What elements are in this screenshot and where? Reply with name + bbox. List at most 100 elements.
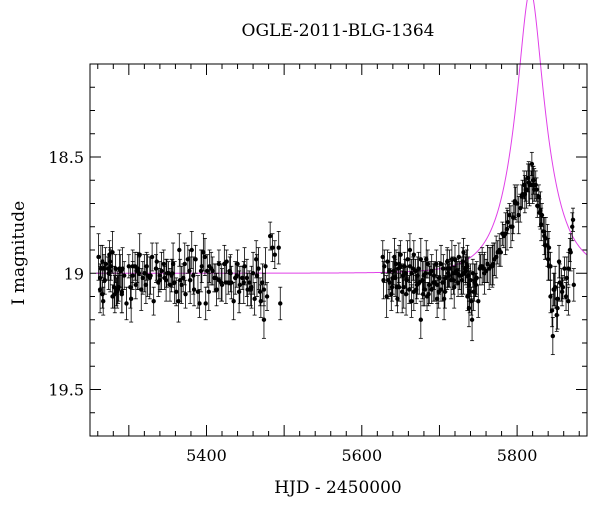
y-tick-label: 19.5 — [48, 381, 84, 400]
point-marker — [424, 257, 429, 262]
data-point — [534, 177, 539, 202]
point-marker — [445, 259, 450, 264]
point-marker — [420, 291, 426, 297]
point-marker — [396, 285, 402, 290]
data-point — [177, 233, 182, 267]
y-tick-label: 18.5 — [48, 148, 84, 167]
point-marker — [469, 317, 475, 322]
point-marker — [167, 282, 173, 288]
point-marker — [124, 301, 129, 306]
point-marker — [389, 285, 395, 290]
point-marker — [434, 261, 439, 267]
point-marker — [504, 226, 510, 232]
data-point — [493, 235, 499, 279]
data-point — [404, 265, 410, 295]
data-point — [149, 242, 155, 272]
data-point — [166, 261, 171, 286]
point-marker — [380, 254, 385, 260]
point-marker — [260, 280, 265, 285]
data-point — [197, 289, 202, 318]
point-marker — [452, 285, 457, 290]
data-point — [191, 272, 197, 307]
data-point — [424, 240, 429, 279]
point-marker — [465, 264, 470, 269]
plot-frame — [89, 63, 588, 437]
data-point — [263, 247, 268, 286]
point-marker — [157, 273, 163, 278]
data-point — [384, 275, 389, 318]
data-point — [548, 279, 553, 314]
point-marker — [503, 231, 508, 236]
point-marker — [130, 273, 135, 278]
point-marker — [466, 305, 472, 311]
data-point — [101, 286, 106, 316]
point-marker — [252, 296, 257, 302]
point-marker — [216, 261, 222, 267]
point-marker — [121, 273, 127, 278]
point-marker — [166, 271, 171, 276]
point-marker — [140, 275, 146, 281]
data-point — [119, 275, 125, 314]
point-marker — [563, 294, 569, 299]
point-marker — [483, 268, 489, 274]
point-marker — [242, 264, 247, 269]
point-marker — [191, 287, 197, 292]
data-point — [387, 251, 392, 290]
point-marker — [240, 275, 245, 281]
point-marker — [524, 187, 529, 192]
data-point — [240, 265, 245, 290]
data-point — [556, 244, 562, 279]
point-marker — [214, 287, 219, 292]
point-marker — [548, 294, 553, 299]
point-marker — [571, 282, 576, 288]
point-marker — [447, 266, 452, 271]
point-marker — [108, 264, 114, 269]
point-marker — [264, 294, 270, 299]
point-marker — [148, 273, 153, 278]
point-marker — [559, 289, 565, 295]
point-marker — [406, 287, 412, 292]
data-point — [270, 233, 275, 263]
data-point — [182, 242, 187, 286]
point-marker — [407, 247, 413, 253]
point-marker — [245, 287, 250, 292]
point-marker — [235, 261, 240, 267]
point-marker — [490, 261, 496, 267]
point-marker — [529, 161, 535, 167]
point-marker — [276, 245, 281, 250]
point-marker — [170, 271, 175, 276]
point-marker — [210, 268, 215, 274]
data-point — [395, 284, 400, 314]
point-marker — [191, 273, 196, 278]
point-marker — [261, 287, 267, 292]
data-point — [555, 282, 560, 316]
data-point — [228, 254, 233, 293]
point-marker — [556, 259, 562, 264]
data-point — [242, 247, 247, 286]
point-marker — [201, 250, 206, 255]
point-marker — [416, 266, 421, 271]
x-axis-label: HJD - 2450000 — [274, 478, 402, 498]
data-point — [151, 286, 156, 316]
point-marker — [534, 187, 539, 192]
point-marker — [187, 268, 192, 274]
point-marker — [545, 257, 551, 262]
point-marker — [548, 264, 553, 269]
point-marker — [409, 298, 414, 304]
point-marker — [203, 301, 208, 306]
point-marker — [103, 261, 108, 267]
point-marker — [468, 278, 473, 283]
point-marker — [423, 271, 428, 276]
point-marker — [107, 259, 113, 264]
data-point — [235, 249, 240, 279]
point-marker — [256, 266, 261, 271]
point-marker — [550, 333, 556, 339]
point-marker — [404, 278, 410, 283]
point-marker — [498, 250, 504, 255]
point-marker — [163, 278, 169, 283]
point-marker — [197, 301, 202, 306]
point-marker — [236, 289, 242, 295]
data-point — [193, 244, 198, 274]
data-point — [261, 300, 267, 339]
